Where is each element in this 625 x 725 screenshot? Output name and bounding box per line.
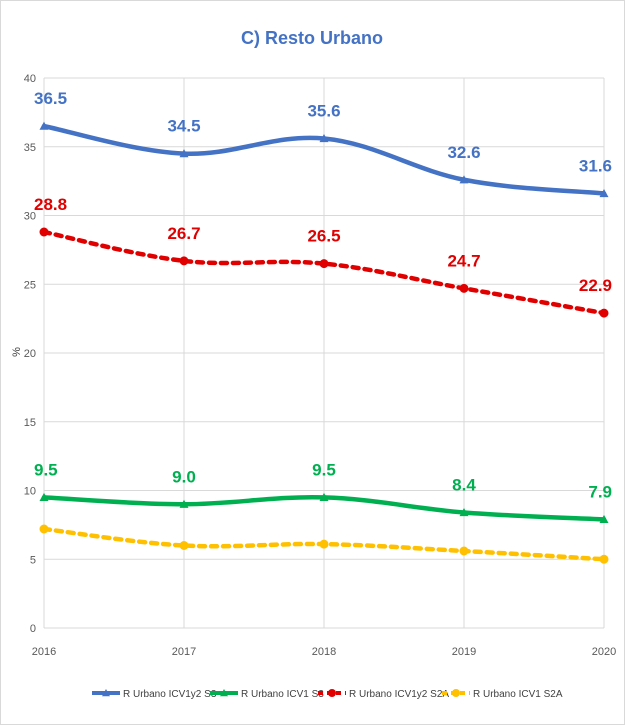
series-point bbox=[599, 514, 609, 523]
legend-marker bbox=[328, 689, 336, 697]
data-label: 8.4 bbox=[452, 476, 476, 495]
series-point bbox=[39, 121, 49, 130]
y-tick-label: 30 bbox=[24, 211, 36, 223]
series-point bbox=[459, 175, 469, 184]
data-labels: 36.5 34.5 35.6 32.6 31.6 9.5 9.0 9.5 8.4 7.9 28.8 2… bbox=[34, 89, 612, 501]
legend-item: R Urbano ICV1y2 S3 bbox=[92, 689, 217, 700]
data-label: 34.5 bbox=[167, 117, 200, 136]
data-label: 9.5 bbox=[34, 460, 58, 479]
x-tick-label: 2016 bbox=[32, 646, 56, 658]
gridlines bbox=[43, 77, 605, 629]
series-point bbox=[179, 149, 189, 158]
series-point bbox=[599, 189, 609, 198]
legend-label: R Urbano ICV1 S3 bbox=[241, 689, 324, 700]
series-point bbox=[319, 259, 329, 269]
legend-marker bbox=[102, 689, 110, 697]
y-axis-label: % bbox=[11, 347, 23, 357]
series-point bbox=[319, 134, 329, 143]
legend-item: R Urbano ICV1y2 S2A bbox=[318, 689, 449, 700]
data-label: 35.6 bbox=[307, 102, 340, 121]
x-axis-ticks: 2016 2017 2018 2019 2020 bbox=[32, 646, 616, 658]
series-point bbox=[39, 524, 49, 534]
legend-item: R Urbano ICV1 S2A bbox=[442, 689, 563, 700]
y-tick-label: 25 bbox=[24, 279, 36, 291]
series-point bbox=[459, 283, 469, 293]
series-1 bbox=[39, 492, 609, 523]
data-label: 28.8 bbox=[34, 195, 67, 214]
legend-label: R Urbano ICV1y2 S2A bbox=[349, 689, 449, 700]
data-label: 22.9 bbox=[579, 276, 612, 295]
series-point bbox=[459, 546, 469, 556]
y-tick-label: 0 bbox=[30, 623, 36, 635]
y-axis-ticks: 0 5 10 15 20 25 30 35 40 bbox=[24, 73, 36, 635]
series-3 bbox=[39, 524, 609, 564]
y-tick-label: 35 bbox=[24, 142, 36, 154]
legend-marker bbox=[220, 689, 228, 697]
data-label: 26.7 bbox=[167, 224, 200, 243]
data-label: 9.5 bbox=[312, 460, 336, 479]
legend-item: R Urbano ICV1 S3 bbox=[210, 689, 324, 700]
data-label: 24.7 bbox=[447, 251, 480, 270]
x-tick-label: 2018 bbox=[312, 646, 336, 658]
chart-title: C) Resto Urbano bbox=[241, 28, 383, 48]
series-point bbox=[319, 492, 329, 501]
data-label: 26.5 bbox=[307, 227, 340, 246]
series-point bbox=[39, 492, 49, 501]
series-point bbox=[599, 308, 609, 318]
x-tick-label: 2020 bbox=[592, 646, 616, 658]
series-point bbox=[179, 256, 189, 266]
series-point bbox=[179, 499, 189, 508]
y-tick-label: 10 bbox=[24, 486, 36, 498]
series-0 bbox=[39, 121, 609, 198]
legend-label: R Urbano ICV1y2 S3 bbox=[123, 689, 217, 700]
data-label: 36.5 bbox=[34, 89, 67, 108]
y-tick-label: 5 bbox=[30, 554, 36, 566]
data-label: 32.6 bbox=[447, 143, 480, 162]
series-group bbox=[39, 121, 609, 564]
legend: R Urbano ICV1y2 S3 R Urbano ICV1 S3 R Urba… bbox=[92, 689, 563, 700]
x-tick-label: 2019 bbox=[452, 646, 476, 658]
series-point bbox=[319, 539, 329, 549]
legend-label: R Urbano ICV1 S2A bbox=[473, 689, 563, 700]
y-tick-label: 15 bbox=[24, 417, 36, 429]
data-label: 9.0 bbox=[172, 467, 196, 486]
data-label: 31.6 bbox=[579, 157, 612, 176]
x-tick-label: 2017 bbox=[172, 646, 196, 658]
series-point bbox=[179, 541, 189, 550]
y-tick-label: 40 bbox=[24, 73, 36, 85]
y-tick-label: 20 bbox=[24, 348, 36, 360]
series-point bbox=[39, 227, 49, 237]
series-2 bbox=[39, 227, 609, 318]
legend-marker bbox=[452, 689, 460, 697]
series-point bbox=[599, 554, 609, 564]
data-label: 7.9 bbox=[588, 482, 612, 501]
series-point bbox=[459, 508, 469, 517]
